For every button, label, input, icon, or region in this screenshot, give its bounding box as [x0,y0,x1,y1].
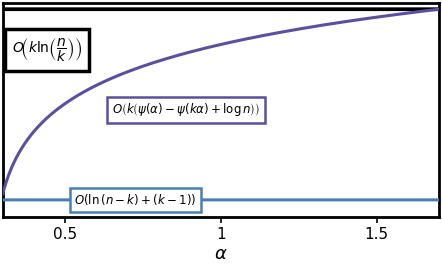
Text: $O\left(k\left(\psi(\alpha)-\psi(k\alpha)+\log n\right)\right)$: $O\left(k\left(\psi(\alpha)-\psi(k\alpha… [112,101,260,118]
X-axis label: $\alpha$: $\alpha$ [214,245,228,263]
Text: $O\!\left(k\ln\!\left(\dfrac{n}{k}\right)\right)$: $O\!\left(k\ln\!\left(\dfrac{n}{k}\right… [12,36,82,64]
Text: $O\left(\ln\left(n-k\right)+\left(k-1\right)\right)$: $O\left(\ln\left(n-k\right)+\left(k-1\ri… [75,192,197,207]
